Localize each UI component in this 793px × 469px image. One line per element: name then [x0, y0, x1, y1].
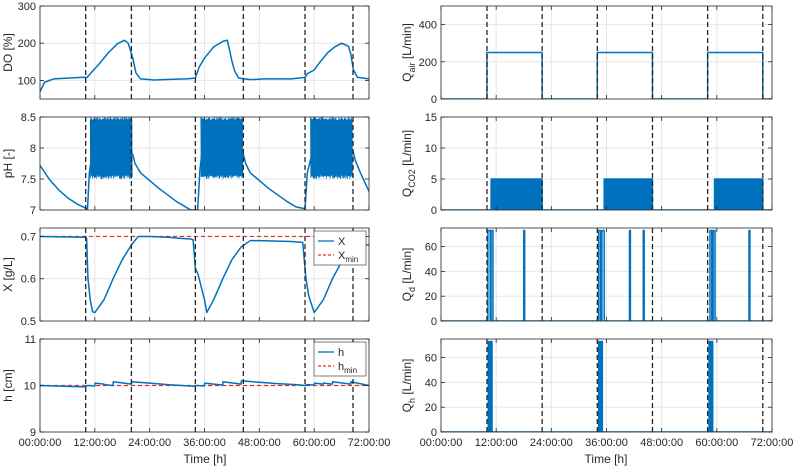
y-tick-label: 200 [18, 38, 36, 50]
y-tick-label: 11 [25, 334, 36, 346]
y-tick-label: 8 [30, 143, 36, 155]
y-axis-label: Qh [L/min] [400, 359, 417, 413]
y-tick-label: 40 [425, 377, 437, 389]
y-tick-label: 100 [18, 75, 36, 87]
x-tick-label: 72:00:00 [348, 437, 391, 449]
x-tick-label: 60:00:00 [293, 437, 336, 449]
y-tick-label: 400 [419, 20, 437, 32]
panel-do: 100 200 300 DO [%] [1, 1, 369, 99]
y-tick-label: 0 [431, 316, 437, 328]
ph-oscillation-band [90, 117, 132, 179]
y-tick-label: 10 [24, 381, 36, 393]
y-axis-label: h [cm] [1, 369, 15, 402]
y-tick-label: 7 [30, 205, 36, 217]
y-axis-label: DO [%] [1, 33, 15, 72]
y-tick-label: 300 [18, 1, 36, 13]
x-tick-label: 24:00:00 [530, 437, 573, 449]
x-tick-label: 60:00:00 [695, 437, 738, 449]
y-tick-label: 8.5 [21, 112, 36, 124]
x-tick-label: 36:00:00 [585, 437, 628, 449]
x-axis-label-left: Time [h] [184, 452, 227, 466]
panel-qh: 020406000:00:00 12:00:00 24:00:00 36:00:00 4… [400, 339, 793, 449]
legend: XXmin [314, 231, 366, 265]
panel-qd: 0 20 40 60 Qd [L/min] [400, 228, 772, 328]
y-tick-label: 0 [431, 205, 437, 217]
panel-ph: 7 7.5 8 8.5 pH [-] [1, 112, 369, 217]
x-axis-label-right: Time [h] [585, 452, 628, 466]
co2-pulse-band [491, 179, 542, 210]
x-tick-label: 12:00:00 [73, 437, 116, 449]
y-tick-label: 0.6 [21, 274, 36, 286]
y-tick-label: 0 [431, 94, 437, 106]
panel-qco2: 0 5 10 15 QCO2 [L/min] [400, 112, 772, 217]
y-axis-label: Qd [L/min] [400, 248, 417, 302]
x-tick-label: 48:00:00 [640, 437, 683, 449]
y-axis-label: pH [-] [1, 149, 15, 178]
y-tick-label: 0.7 [21, 231, 36, 243]
x-tick-label: 00:00:00 [19, 437, 62, 449]
y-tick-label: 7.5 [21, 174, 36, 186]
x-tick-label: 36:00:00 [183, 437, 226, 449]
panel-x: 0.5 0.6 0.7 X [g/L] XXmin [1, 228, 369, 328]
y-tick-label: 40 [425, 266, 437, 278]
legend-label: X [338, 236, 346, 248]
x-tick-label: 24:00:00 [128, 437, 171, 449]
x-tick-label: 48:00:00 [238, 437, 281, 449]
ph-oscillation-band [311, 117, 353, 179]
y-tick-label: 60 [425, 353, 437, 365]
y-axis-label: X [g/L] [1, 257, 15, 292]
y-tick-label: 5 [431, 174, 437, 186]
panel-qair: 0 200 400Qair [L/min] [400, 6, 772, 106]
legend: hhmin [314, 342, 366, 376]
y-tick-label: 60 [425, 242, 437, 254]
co2-pulse-band [715, 179, 763, 210]
y-tick-label: 0.5 [21, 316, 36, 328]
panel-h: 9101100:00:00 12:00:00 24:00:00 36:00:00 48:… [1, 334, 390, 449]
y-tick-label: 15 [425, 112, 437, 124]
co2-pulse-band [604, 179, 652, 210]
y-tick-label: 20 [425, 402, 437, 414]
y-axis-label: QCO2 [L/min] [400, 130, 417, 197]
panels-layer: 100200300DO [%]77.588.5pH [-]0.50.60.7X … [1, 1, 793, 449]
x-tick-label: 72:00:00 [751, 437, 793, 449]
y-tick-label: 200 [419, 57, 437, 69]
ph-oscillation-band [201, 117, 243, 179]
legend-label: h [338, 347, 344, 359]
y-tick-label: 20 [425, 291, 437, 303]
x-tick-label: 00:00:00 [420, 437, 463, 449]
x-tick-label: 12:00:00 [475, 437, 518, 449]
y-axis-label: Qair [L/min] [400, 23, 417, 82]
y-tick-label: 10 [425, 143, 437, 155]
